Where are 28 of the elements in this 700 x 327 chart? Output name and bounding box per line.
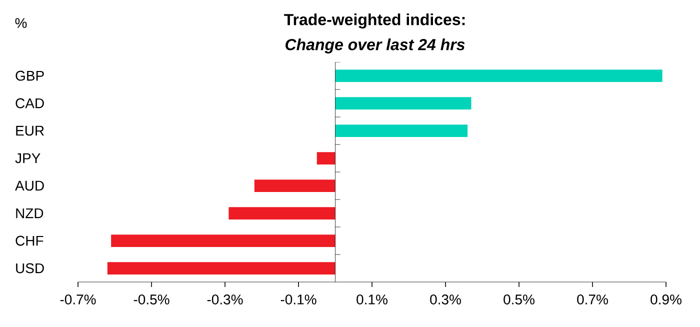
bar xyxy=(111,234,336,247)
x-tick-label: -0.7% xyxy=(60,294,96,304)
x-tick-label: 0.1% xyxy=(356,294,388,304)
bar xyxy=(335,97,472,110)
x-tick-label: 0.7% xyxy=(577,294,608,304)
y-tick-label: GBP xyxy=(16,70,44,81)
x-tick-label: 0.9% xyxy=(650,294,682,304)
x-tick-label: -0.1% xyxy=(280,294,316,304)
y-tick-label: NZD xyxy=(16,208,44,218)
x-tick-label: -0.5% xyxy=(134,294,170,304)
bar xyxy=(228,207,336,220)
x-tick-label: 0.3% xyxy=(430,294,461,304)
x-tick-label: 0.5% xyxy=(504,294,534,304)
bar xyxy=(107,262,336,274)
bar xyxy=(254,180,336,192)
bar xyxy=(335,124,468,137)
y-tick-label: USD xyxy=(16,263,44,274)
bar xyxy=(316,152,336,164)
bar xyxy=(335,70,662,82)
y-tick-label: JPY xyxy=(15,153,40,164)
chart-subtitle: Change over last 24 hrs xyxy=(286,38,465,54)
x-tick-label: -0.3% xyxy=(207,294,243,304)
y-tick-label: CHF xyxy=(16,236,44,246)
chart-title: Trade-weighted indices: xyxy=(284,14,465,28)
y-tick-label: EUR xyxy=(16,126,44,136)
y-tick-label: CAD xyxy=(16,98,44,108)
y-tick-label: AUD xyxy=(15,180,44,191)
x-axis-title: % xyxy=(15,18,27,28)
